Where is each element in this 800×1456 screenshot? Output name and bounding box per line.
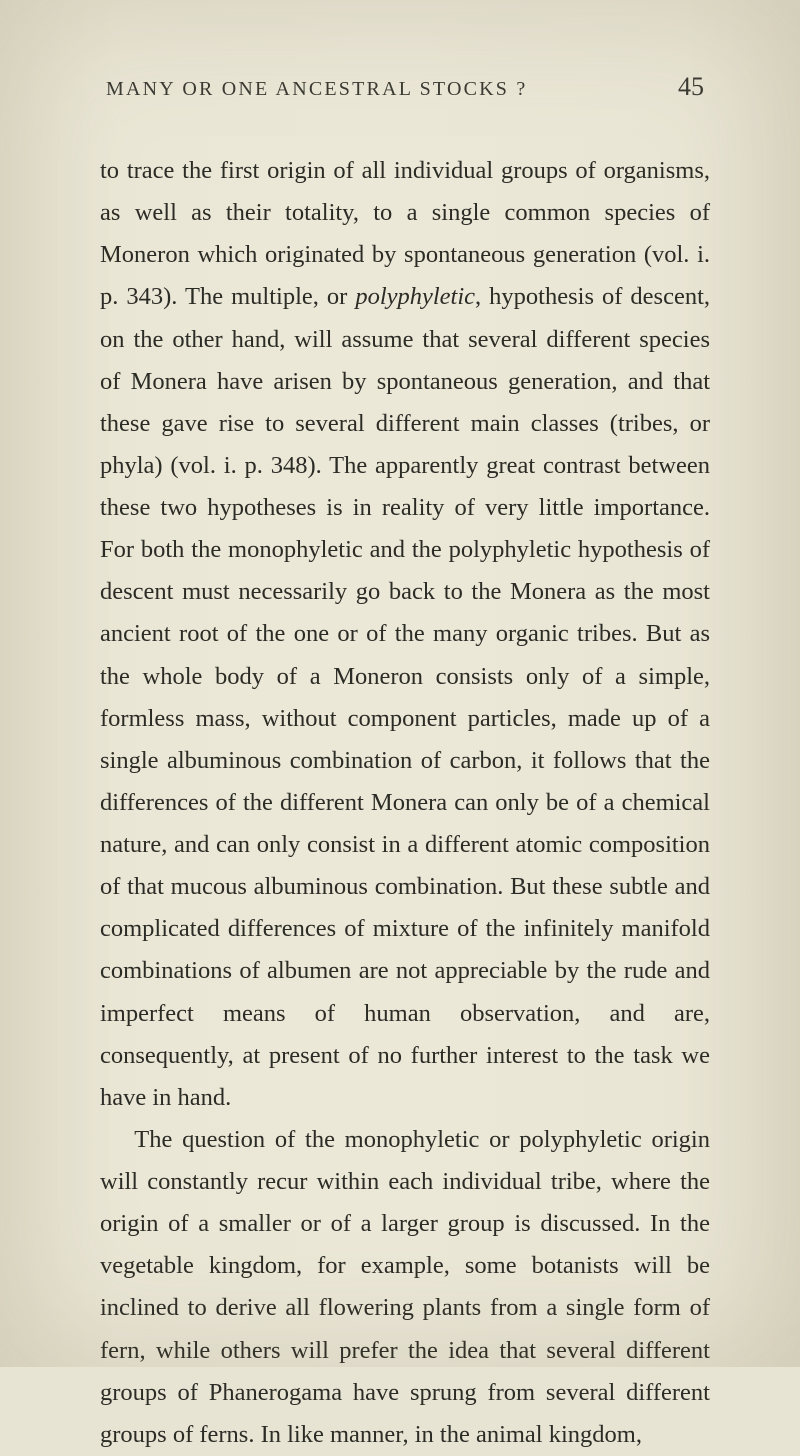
paragraph: to trace the first origin of all individ… xyxy=(100,150,710,1119)
book-page: MANY OR ONE ANCESTRAL STOCKS ? 45 to tra… xyxy=(0,0,800,1367)
body-text: to trace the first origin of all individ… xyxy=(100,150,710,1456)
paragraph: The question of the monophyletic or poly… xyxy=(100,1119,710,1456)
page-header: MANY OR ONE ANCESTRAL STOCKS ? 45 xyxy=(100,72,710,102)
running-head: MANY OR ONE ANCESTRAL STOCKS ? xyxy=(106,78,527,101)
page-number: 45 xyxy=(678,72,704,102)
